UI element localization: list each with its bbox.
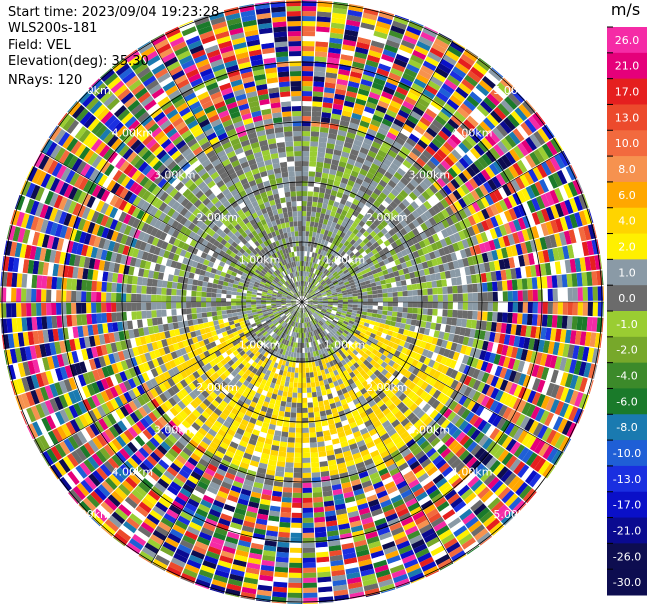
colorbar-swatch	[607, 517, 647, 544]
range-ring-label: 1.00km	[239, 338, 281, 351]
colorbar-label: -6.0	[616, 395, 637, 408]
azimuth-line	[301, 301, 454, 564]
colorbar-swatch	[607, 491, 647, 519]
colorbar-swatch	[607, 78, 647, 105]
colorbar-swatch	[607, 414, 647, 441]
azimuth-line	[40, 301, 303, 454]
radar-gates	[0, 0, 604, 604]
azimuth-line	[301, 40, 454, 303]
start-time-text: Start time: 2023/09/04 19:23:28	[8, 5, 220, 20]
nrays-text: NRays: 120	[8, 72, 83, 88]
colorbar-label: -10.0	[613, 447, 641, 460]
colorbar-label: -26.0	[613, 550, 641, 563]
colorbar-label: -1.0	[616, 318, 637, 331]
colorbar-swatch	[607, 336, 647, 364]
colorbar-label: 21.0	[615, 60, 640, 73]
colorbar-label: 4.0	[618, 215, 636, 228]
range-ring-label: 3.00km	[408, 169, 450, 182]
colorbar-label: -30.0	[613, 576, 641, 589]
azimuth-line	[150, 301, 303, 564]
colorbar-swatch	[607, 233, 647, 260]
range-ring-label: 5.00km	[493, 84, 535, 97]
colorbar-swatch	[607, 569, 647, 596]
range-ring-label: 5.00km	[69, 84, 111, 97]
colorbar-label: -17.0	[613, 499, 641, 512]
elevation-text: Elevation(deg): 35.30	[8, 54, 149, 70]
colorbar-label: -2.0	[616, 344, 637, 357]
colorbar-swatch	[607, 181, 647, 209]
range-ring-label: 3.00km	[408, 423, 450, 436]
range-ring-label: 1.00km	[324, 338, 366, 351]
colorbar-swatch	[607, 207, 647, 235]
scan-info-panel: Start time: 2023/09/04 19:23:28 WLS200s-…	[8, 5, 219, 89]
colorbar-swatch	[607, 388, 647, 415]
range-ring-label: 1.00km	[324, 254, 366, 267]
colorbar-swatch	[607, 465, 647, 493]
colorbar-label: -13.0	[613, 473, 641, 486]
colorbar-swatch	[607, 259, 647, 286]
colorbar-swatch	[607, 104, 647, 131]
colorbar-unit-label: m/s	[610, 0, 641, 19]
colorbar-swatch	[607, 27, 647, 54]
instrument-text: WLS200s-181	[8, 21, 98, 37]
range-ring-label: 4.00km	[112, 466, 154, 479]
range-ring-label: 5.00km	[493, 508, 535, 521]
colorbar-label: 1.0	[618, 266, 636, 279]
range-ring-label: 2.00km	[196, 381, 238, 394]
colorbar-swatch	[607, 362, 647, 389]
colorbar-label: -4.0	[616, 370, 637, 383]
colorbar-label: 10.0	[615, 137, 640, 150]
colorbar-label: -21.0	[613, 524, 641, 537]
range-ring-label: 3.00km	[154, 423, 196, 436]
colorbar-swatch	[607, 285, 647, 312]
colorbar-label: 8.0	[618, 163, 636, 176]
radar-ppi-plot: 1.00km 1.00km 1.00km 1.00km 2.00km 2.00km 2.00…	[0, 0, 604, 604]
velocity-colorbar: 26.0 21.0 17.0 13.0 10.0 8.0 6.0 4.0 2.0 1.0 0.0 -1…	[607, 26, 647, 596]
colorbar-label: 6.0	[618, 189, 636, 202]
field-text: Field: VEL	[8, 37, 71, 53]
range-rings: 1.00km 1.00km 1.00km 1.00km 2.00km 2.00km 2.00…	[0, 0, 604, 604]
range-ring-label: 2.00km	[366, 211, 408, 224]
range-ring-label: 3.00km	[154, 169, 196, 182]
range-ring-label: 4.00km	[112, 126, 154, 139]
range-ring-label: 2.00km	[366, 381, 408, 394]
colorbar-swatch	[607, 52, 647, 80]
colorbar-label: -8.0	[616, 421, 637, 434]
colorbar-label: 13.0	[615, 111, 640, 124]
colorbar-swatch	[607, 311, 647, 338]
azimuth-line	[150, 40, 303, 303]
azimuth-line	[301, 301, 564, 454]
colorbar-label: 26.0	[615, 34, 640, 47]
colorbar-label: 17.0	[615, 86, 640, 99]
range-ring-label: 2.00km	[196, 211, 238, 224]
colorbar-swatch	[607, 156, 647, 183]
colorbar-swatch	[607, 130, 647, 157]
range-ring-label: 4.00km	[451, 126, 493, 139]
colorbar-label: 0.0	[618, 292, 636, 305]
colorbar-swatch	[607, 440, 647, 467]
azimuth-line	[301, 150, 564, 303]
azimuth-line	[40, 150, 303, 303]
colorbar-swatch	[607, 543, 647, 570]
range-ring-label: 4.00km	[451, 466, 493, 479]
range-ring-label: 1.00km	[239, 254, 281, 267]
colorbar-label: 2.0	[618, 240, 636, 253]
range-ring-label: 5.00km	[69, 508, 111, 521]
